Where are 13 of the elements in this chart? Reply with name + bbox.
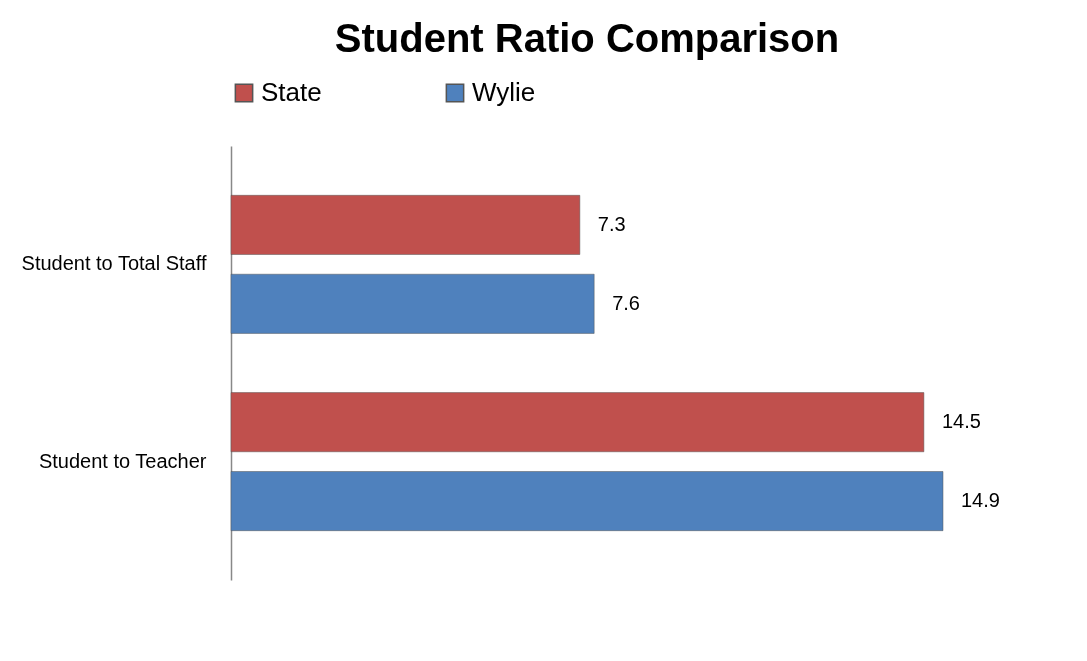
data-label: 7.3 xyxy=(597,212,626,235)
legend-label: Wylie xyxy=(472,77,536,107)
y-tick-label: Student to Total Staff xyxy=(21,252,207,275)
data-label: 14.9 xyxy=(961,489,1000,512)
bar xyxy=(230,195,581,255)
y-tick-label: Student to Teacher xyxy=(38,449,207,472)
bar xyxy=(230,273,595,334)
chart-title: Student Ratio Comparison xyxy=(334,16,840,60)
data-label: 14.5 xyxy=(941,410,981,433)
bar xyxy=(230,471,944,531)
data-label: 7.6 xyxy=(612,291,640,314)
legend-label: State xyxy=(261,77,322,107)
bar xyxy=(230,392,925,453)
